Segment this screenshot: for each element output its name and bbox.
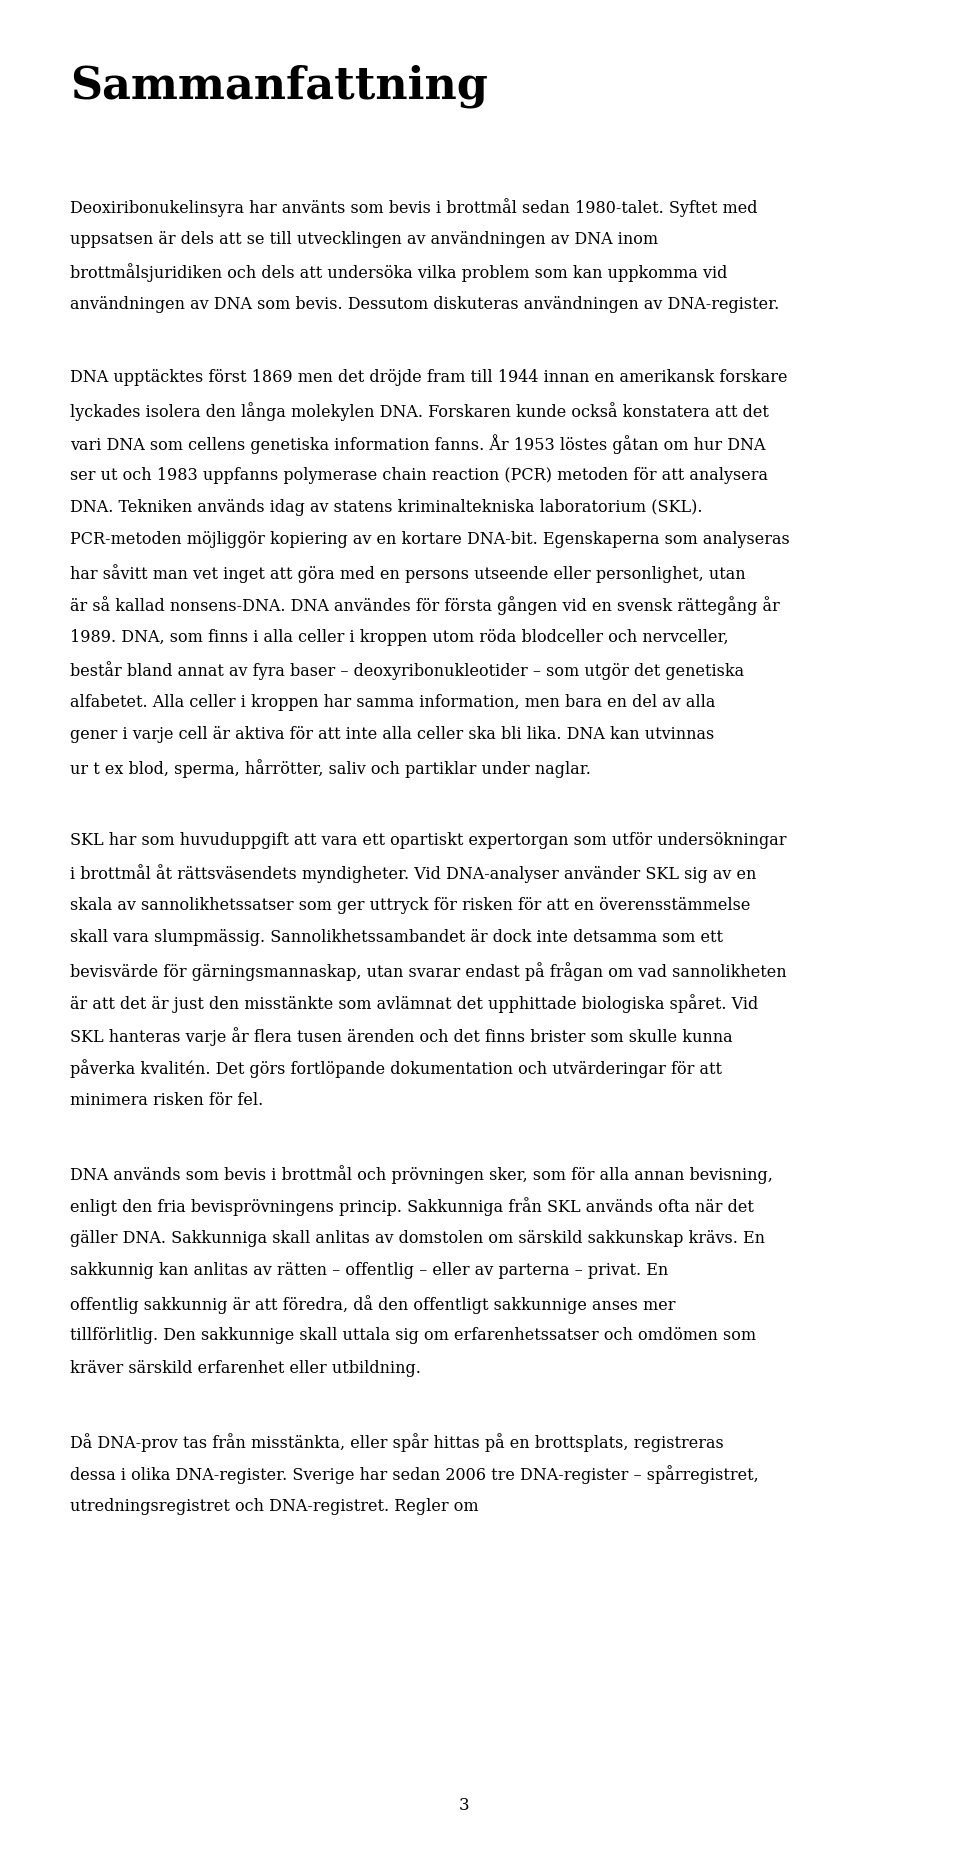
Text: Sammanfattning: Sammanfattning xyxy=(70,65,488,108)
Text: brottmålsjuridiken och dels att undersöka vilka problem som kan uppkomma vid: brottmålsjuridiken och dels att undersök… xyxy=(70,263,727,282)
Text: utredningsregistret och DNA-registret. Regler om: utredningsregistret och DNA-registret. R… xyxy=(70,1497,478,1516)
Text: gener i varje cell är aktiva för att inte alla celler ska bli lika. DNA kan utvi: gener i varje cell är aktiva för att int… xyxy=(70,725,714,744)
Text: skala av sannolikhetssatser som ger uttryck för risken för att en överensstämmel: skala av sannolikhetssatser som ger uttr… xyxy=(70,896,750,915)
Text: ser ut och 1983 uppfanns polymerase chain reaction (PCR) metoden för att analyse: ser ut och 1983 uppfanns polymerase chai… xyxy=(70,466,768,484)
Text: PCR-metoden möjliggör kopiering av en kortare DNA-bit. Egenskaperna som analyser: PCR-metoden möjliggör kopiering av en ko… xyxy=(70,531,789,549)
Text: kräver särskild erfarenhet eller utbildning.: kräver särskild erfarenhet eller utbildn… xyxy=(70,1360,420,1376)
Text: uppsatsen är dels att se till utvecklingen av användningen av DNA inom: uppsatsen är dels att se till utveckling… xyxy=(70,230,658,249)
Text: alfabetet. Alla celler i kroppen har samma information, men bara en del av alla: alfabetet. Alla celler i kroppen har sam… xyxy=(70,694,715,710)
Text: SKL har som huvuduppgift att vara ett opartiskt expertorgan som utför undersökni: SKL har som huvuduppgift att vara ett op… xyxy=(70,831,786,850)
Text: har såvitt man vet inget att göra med en persons utseende eller personlighet, ut: har såvitt man vet inget att göra med en… xyxy=(70,564,745,582)
Text: påverka kvalitén. Det görs fortlöpande dokumentation och utvärderingar för att: påverka kvalitén. Det görs fortlöpande d… xyxy=(70,1059,722,1078)
Text: består bland annat av fyra baser – deoxyribonukleotider – som utgör det genetisk: består bland annat av fyra baser – deoxy… xyxy=(70,660,744,681)
Text: enligt den fria bevisprövningens princip. Sakkunniga från SKL används ofta när d: enligt den fria bevisprövningens princip… xyxy=(70,1196,754,1217)
Text: DNA. Tekniken används idag av statens kriminaltekniska laboratorium (SKL).: DNA. Tekniken används idag av statens kr… xyxy=(70,499,702,516)
Text: vari DNA som cellens genetiska information fanns. År 1953 löstes gåtan om hur DN: vari DNA som cellens genetiska informati… xyxy=(70,434,765,454)
Text: lyckades isolera den långa molekylen DNA. Forskaren kunde också konstatera att d: lyckades isolera den långa molekylen DNA… xyxy=(70,401,769,421)
Text: 3: 3 xyxy=(459,1797,469,1814)
Text: Deoxiribonukelinsyra har använts som bevis i brottmål sedan 1980-talet. Syftet m: Deoxiribonukelinsyra har använts som bev… xyxy=(70,198,757,217)
Text: skall vara slumpmässig. Sannolikhetssambandet är dock inte detsamma som ett: skall vara slumpmässig. Sannolikhetssamb… xyxy=(70,929,723,946)
Text: SKL hanteras varje år flera tusen ärenden och det finns brister som skulle kunna: SKL hanteras varje år flera tusen ärende… xyxy=(70,1026,732,1046)
Text: gäller DNA. Sakkunniga skall anlitas av domstolen om särskild sakkunskap krävs. : gäller DNA. Sakkunniga skall anlitas av … xyxy=(70,1230,764,1247)
Text: minimera risken för fel.: minimera risken för fel. xyxy=(70,1091,263,1109)
Text: bevisvärde för gärningsmannaskap, utan svarar endast på frågan om vad sannolikhe: bevisvärde för gärningsmannaskap, utan s… xyxy=(70,961,786,981)
Text: ur t ex blod, sperma, hårrötter, saliv och partiklar under naglar.: ur t ex blod, sperma, hårrötter, saliv o… xyxy=(70,759,590,777)
Text: DNA upptäcktes först 1869 men det dröjde fram till 1944 innan en amerikansk fors: DNA upptäcktes först 1869 men det dröjde… xyxy=(70,369,787,386)
Text: tillförlitlig. Den sakkunnige skall uttala sig om erfarenhetssatser och omdömen : tillförlitlig. Den sakkunnige skall utta… xyxy=(70,1326,756,1345)
Text: är att det är just den misstänkte som avlämnat det upphittade biologiska spåret.: är att det är just den misstänkte som av… xyxy=(70,994,757,1013)
Text: 1989. DNA, som finns i alla celler i kroppen utom röda blodceller och nervceller: 1989. DNA, som finns i alla celler i kro… xyxy=(70,629,729,646)
Text: är så kallad nonsens-DNA. DNA användes för första gången vid en svensk rättegång: är så kallad nonsens-DNA. DNA användes f… xyxy=(70,595,780,616)
Text: dessa i olika DNA-register. Sverige har sedan 2006 tre DNA-register – spårregist: dessa i olika DNA-register. Sverige har … xyxy=(70,1465,758,1484)
Text: offentlig sakkunnig är att föredra, då den offentligt sakkunnige anses mer: offentlig sakkunnig är att föredra, då d… xyxy=(70,1295,675,1313)
Text: DNA används som bevis i brottmål och prövningen sker, som för alla annan bevisni: DNA används som bevis i brottmål och prö… xyxy=(70,1165,773,1183)
Text: användningen av DNA som bevis. Dessutom diskuteras användningen av DNA-register.: användningen av DNA som bevis. Dessutom … xyxy=(70,295,779,313)
Text: sakkunnig kan anlitas av rätten – offentlig – eller av parterna – privat. En: sakkunnig kan anlitas av rätten – offent… xyxy=(70,1261,668,1280)
Text: Då DNA-prov tas från misstänkta, eller spår hittas på en brottsplats, registrera: Då DNA-prov tas från misstänkta, eller s… xyxy=(70,1432,724,1452)
Text: i brottmål åt rättsväsendets myndigheter. Vid DNA-analyser använder SKL sig av e: i brottmål åt rättsväsendets myndigheter… xyxy=(70,864,756,883)
